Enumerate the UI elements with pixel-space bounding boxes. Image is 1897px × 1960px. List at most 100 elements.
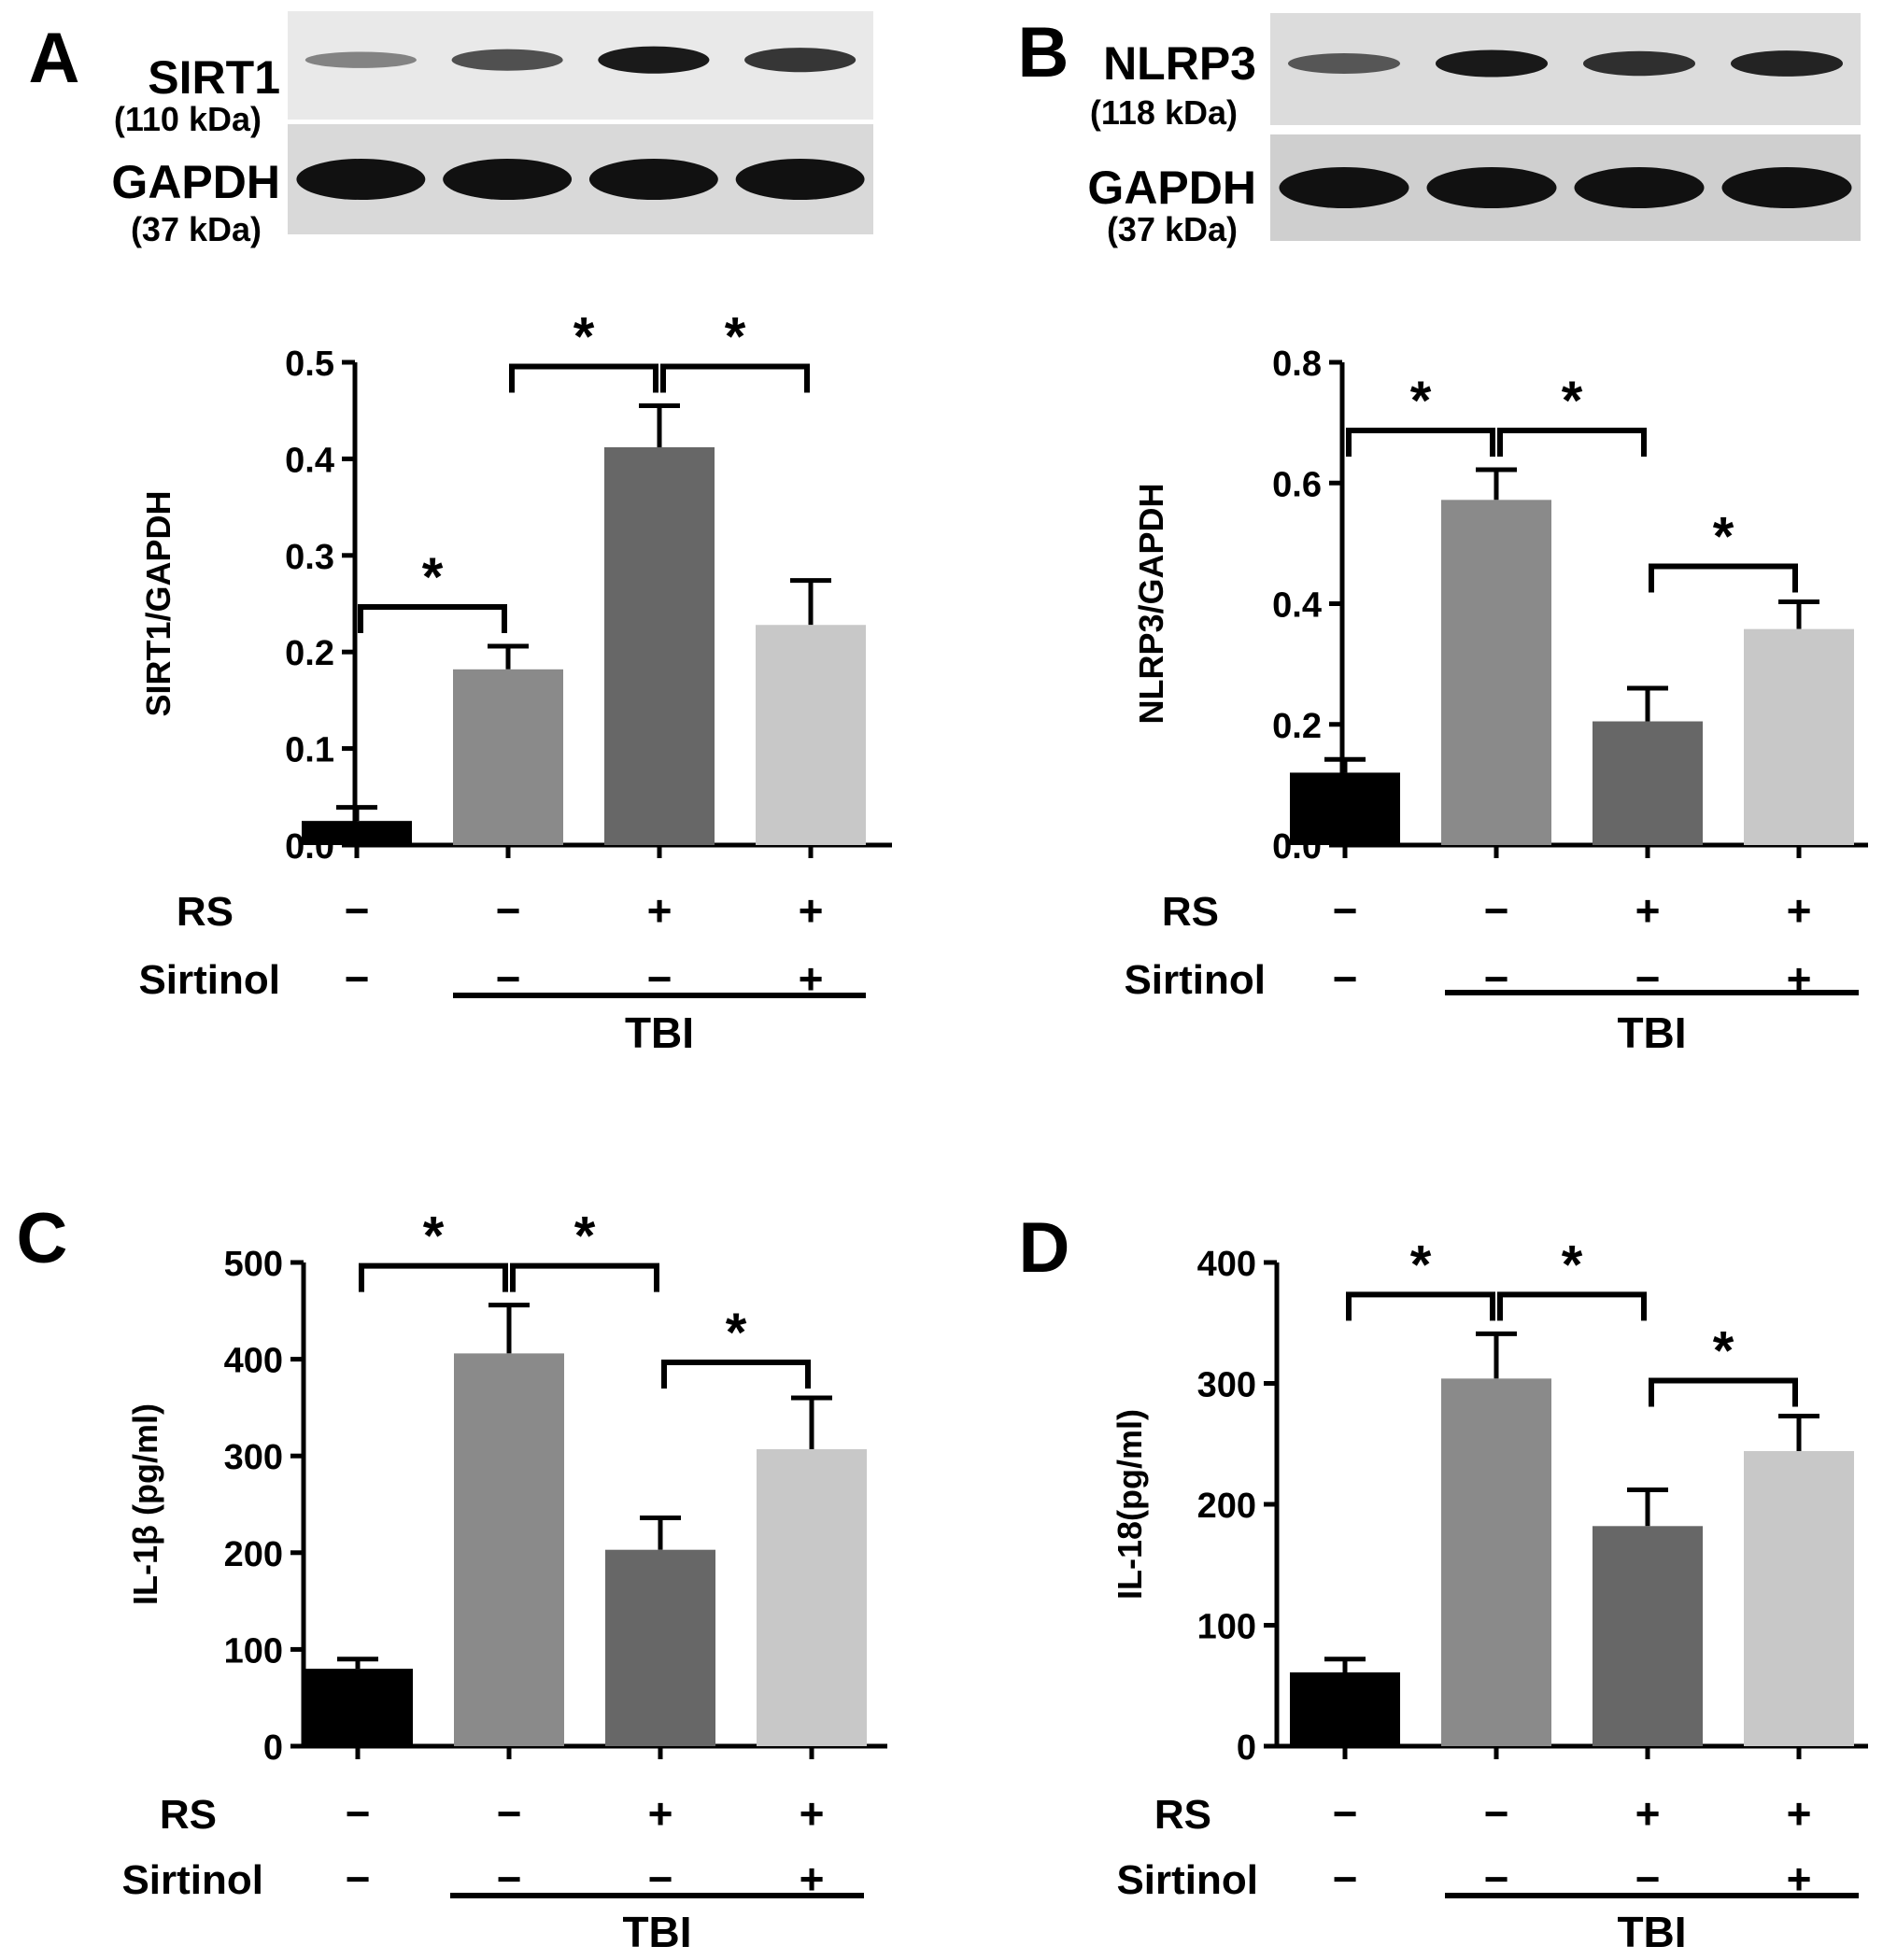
rs-sign: + <box>1787 886 1812 935</box>
row-label-sirtinol: Sirtinol <box>1124 957 1266 1003</box>
significance-bracket <box>1346 428 1495 458</box>
significance-bracket <box>509 363 658 393</box>
sirtinol-sign: − <box>1333 1854 1358 1903</box>
blot-protein-label: NLRP3 <box>1103 37 1256 90</box>
rs-sign: + <box>648 1789 673 1838</box>
bar <box>1744 1451 1854 1746</box>
significance-star: * <box>573 307 595 368</box>
sirtinol-sign: − <box>1484 954 1509 1003</box>
panel-letter: C <box>17 1199 68 1278</box>
rs-sign: + <box>799 886 824 935</box>
y-axis-label: IL-1β (pg/ml) <box>126 1403 164 1605</box>
blot-band <box>588 159 718 200</box>
y-tick-label: 100 <box>1197 1608 1256 1647</box>
row-label-sirtinol: Sirtinol <box>121 1857 263 1903</box>
rs-sign: + <box>1635 886 1661 935</box>
significance-bracket <box>1497 428 1647 458</box>
rs-sign: − <box>1484 886 1509 935</box>
blot-band <box>1574 167 1705 208</box>
panel-letter: D <box>1019 1208 1070 1288</box>
blot-band <box>744 48 856 73</box>
blot-band <box>1435 49 1549 78</box>
blot-band <box>1721 167 1852 208</box>
rs-sign: + <box>1787 1789 1812 1838</box>
blot-kda-label: (118 kDa) <box>1090 93 1238 132</box>
significance-star: * <box>726 1303 747 1363</box>
panel-c: C 0 100 200 300 400 500 IL-1β (pg/ml) * * * RS Sirti… <box>17 1199 887 1956</box>
rs-sign: + <box>800 1789 825 1838</box>
y-axis-label: IL-18(pg/ml) <box>1111 1409 1149 1600</box>
y-tick-label: 0.1 <box>285 731 334 770</box>
bar <box>757 1448 867 1746</box>
significance-bracket <box>1649 563 1798 593</box>
blot-protein-label: GAPDH <box>111 156 280 208</box>
row-label-rs: RS <box>1162 889 1219 935</box>
panel-a: A SIRT1(110 kDa)GAPDH(37 kDa)0.00.10.20.3… <box>29 11 892 1057</box>
blot-band <box>1279 167 1409 208</box>
bar <box>1593 721 1703 845</box>
y-tick-label: 200 <box>224 1535 283 1574</box>
row-label-rs: RS <box>177 889 234 935</box>
significance-star: * <box>1410 1234 1432 1295</box>
bar <box>1441 500 1551 845</box>
y-tick-label: 0.8 <box>1272 345 1322 384</box>
sirtinol-sign: − <box>1333 954 1358 1003</box>
y-tick-label: 0.3 <box>285 538 334 577</box>
tbi-group-label: TBI <box>622 1908 691 1956</box>
y-tick-label: 0.2 <box>285 634 334 673</box>
significance-star: * <box>1562 1234 1583 1295</box>
significance-star: * <box>1713 1320 1734 1381</box>
row-label-rs: RS <box>160 1792 217 1838</box>
significance-bracket <box>358 603 507 633</box>
blot-band <box>598 46 710 74</box>
bar <box>1593 1526 1703 1746</box>
blot-strip-top <box>288 11 873 120</box>
rs-sign: − <box>346 1789 371 1838</box>
rs-sign: − <box>1333 1789 1358 1838</box>
bar <box>453 669 563 845</box>
y-tick-label: 0.4 <box>1272 586 1322 626</box>
rs-sign: + <box>1635 1789 1661 1838</box>
significance-bracket <box>660 363 810 393</box>
significance-star: * <box>1562 371 1583 431</box>
sirtinol-sign: − <box>1635 954 1661 1003</box>
panel-letter: A <box>29 19 80 98</box>
blot-protein-label: SIRT1 <box>148 51 280 104</box>
y-tick-label: 0.2 <box>1272 707 1322 746</box>
blot-band <box>296 159 426 200</box>
significance-bracket <box>510 1262 659 1292</box>
significance-bracket <box>1497 1291 1647 1321</box>
tbi-group-label: TBI <box>1617 1008 1686 1057</box>
blot-band <box>304 51 417 68</box>
blot-band <box>1730 50 1844 77</box>
y-axis-label: NLRP3/GAPDH <box>1132 483 1170 724</box>
y-tick-label: 0.6 <box>1272 465 1322 504</box>
bar <box>1290 772 1400 845</box>
significance-star: * <box>725 307 746 368</box>
y-tick-label: 0.4 <box>285 441 334 480</box>
significance-bracket <box>359 1262 508 1292</box>
bar <box>605 1549 715 1746</box>
blot-band <box>443 159 573 200</box>
significance-star: * <box>1713 507 1734 568</box>
sirtinol-sign: − <box>346 1854 371 1903</box>
significance-star: * <box>423 1206 445 1267</box>
y-tick-label: 300 <box>224 1438 283 1477</box>
bar <box>302 821 412 845</box>
blot-strip-bottom <box>288 124 873 234</box>
rs-sign: − <box>345 886 370 935</box>
sirtinol-sign: − <box>345 954 370 1003</box>
bar <box>303 1669 413 1746</box>
row-label-rs: RS <box>1154 1792 1211 1838</box>
blot-band <box>451 49 563 71</box>
blot-band <box>1426 167 1557 208</box>
rs-sign: − <box>497 1789 522 1838</box>
rs-sign: − <box>1484 1789 1509 1838</box>
rs-sign: − <box>1333 886 1358 935</box>
tbi-group-label: TBI <box>625 1008 694 1057</box>
panel-b: B NLRP3(118 kDa)GAPDH(37 kDa)0.00.20.40.6… <box>1018 13 1868 1057</box>
panel-letter: B <box>1018 13 1069 92</box>
significance-star: * <box>422 547 444 608</box>
row-label-sirtinol: Sirtinol <box>1116 1857 1258 1903</box>
